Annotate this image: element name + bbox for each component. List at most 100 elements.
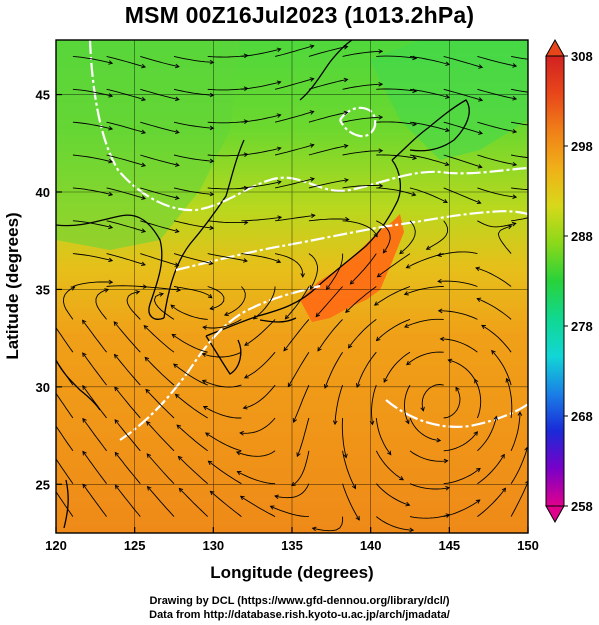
streamline-arrowhead: [309, 285, 314, 290]
streamline: [173, 55, 214, 63]
streamline-arrowhead: [343, 453, 348, 459]
streamline-arrowhead: [481, 324, 486, 330]
streamline-arrowhead: [208, 260, 214, 266]
streamline-arrowhead: [108, 158, 114, 164]
streamline-arrowhead: [475, 499, 481, 504]
streamline: [106, 285, 147, 288]
streamline: [115, 485, 141, 517]
streamline-arrowhead: [50, 319, 54, 323]
colorbar-tick-label: 258: [571, 499, 593, 514]
streamline: [317, 319, 343, 352]
streamline-arrowhead: [209, 490, 215, 496]
continent-cool-region: [56, 40, 240, 250]
streamline: [72, 121, 113, 130]
streamline: [377, 253, 411, 278]
streamline: [293, 384, 310, 423]
streamline: [72, 253, 113, 262]
streamline: [348, 319, 377, 349]
streamline: [178, 456, 208, 485]
streamline: [63, 286, 75, 320]
streamline: [409, 417, 441, 441]
streamline: [153, 293, 175, 320]
streamline: [477, 454, 505, 485]
streamline: [207, 54, 248, 58]
streamline-arrowhead: [378, 183, 384, 189]
streamline: [437, 251, 478, 257]
streamline: [56, 359, 74, 386]
streamline-arrowhead: [404, 323, 409, 328]
streamline: [285, 286, 310, 320]
streamline-arrowhead: [311, 526, 317, 532]
streamline-arrowhead: [347, 343, 353, 349]
streamline: [511, 154, 528, 159]
streamline: [342, 220, 378, 237]
streamline: [312, 516, 344, 532]
streamline-arrowhead: [478, 97, 484, 102]
streamline: [173, 154, 214, 162]
streamline-arrowhead: [409, 527, 415, 533]
streamline: [114, 452, 141, 484]
streamline-arrowhead: [141, 195, 146, 200]
streamline: [342, 83, 383, 90]
streamline-arrowhead: [387, 450, 392, 456]
streamline: [315, 286, 343, 317]
streamline: [72, 220, 113, 229]
streamline-arrowhead: [141, 228, 146, 233]
streamline: [143, 325, 175, 353]
y-tick-label: 30: [36, 380, 50, 395]
streamline-arrowhead: [205, 432, 210, 437]
streamline: [140, 121, 180, 133]
streamline: [443, 499, 481, 518]
streamline: [202, 351, 242, 358]
streamline: [409, 450, 448, 462]
streamline: [82, 451, 107, 484]
streamline-arrowhead: [349, 280, 355, 285]
kyushu-coast: [205, 335, 242, 375]
streamline: [308, 111, 348, 123]
streamline-arrowhead: [406, 360, 411, 366]
streamline: [82, 319, 107, 353]
streamline-arrowhead: [512, 194, 518, 200]
longitude-ticks: 120 125 130 135 140 145 150: [45, 527, 539, 553]
colorbar: 308 298 288 278 268 258: [545, 38, 593, 524]
sakhalin-coast: [299, 40, 353, 101]
streamline-arrowhead: [202, 406, 208, 411]
streamline-arrowhead: [443, 198, 448, 204]
streamline: [173, 121, 214, 129]
streamline: [106, 154, 146, 167]
streamline-arrowhead: [378, 148, 384, 154]
streamline-arrowhead: [114, 419, 119, 424]
streamline: [203, 406, 242, 419]
streamline-arrowhead: [317, 346, 322, 352]
streamline-arrowhead: [174, 162, 180, 167]
streamline-arrowhead: [309, 77, 315, 82]
streamline-arrowhead: [82, 352, 87, 358]
streamline-arrowhead: [174, 129, 180, 135]
streamline: [171, 334, 208, 353]
contour-south-west: [119, 284, 321, 441]
streamline: [274, 111, 314, 123]
streamline-arrowhead: [376, 273, 382, 278]
figure-title: MSM 00Z16Jul2023 (1013.2hPa): [124, 2, 475, 28]
streamline: [375, 417, 392, 455]
streamline-arrowhead: [512, 161, 518, 167]
streamline-arrowhead: [141, 162, 146, 167]
streamline-arrowhead: [141, 129, 146, 135]
streamline: [376, 154, 417, 159]
y-axis-title: Latitude (degrees): [3, 212, 22, 359]
streamline: [350, 253, 377, 285]
streamline: [275, 178, 315, 189]
streamline: [308, 253, 318, 290]
streamline: [56, 326, 74, 353]
latitude-ticks: 25 30 35 40 45: [36, 88, 62, 492]
streamline-arrowhead: [491, 349, 496, 355]
streamline: [173, 220, 214, 229]
streamline: [404, 318, 444, 328]
streamline-arrowhead: [108, 257, 114, 263]
streamline-arrowhead: [284, 314, 290, 320]
streamline-arrowhead: [235, 451, 241, 456]
streamline: [176, 424, 208, 452]
streamline-arrowhead: [332, 420, 338, 426]
streamline-arrowhead: [378, 49, 384, 54]
streamline: [421, 384, 444, 411]
